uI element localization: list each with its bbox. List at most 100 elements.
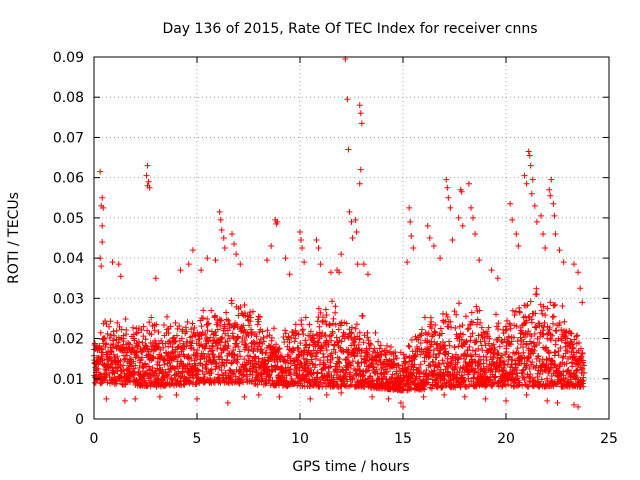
data-point-outlier (503, 397, 509, 404)
data-point (416, 365, 423, 372)
data-point (254, 374, 261, 381)
data-point (549, 313, 556, 320)
data-point (528, 340, 535, 347)
data-point (293, 366, 300, 373)
data-point (325, 341, 332, 348)
y-tick-label: 0.03 (53, 291, 84, 307)
data-point (218, 317, 225, 324)
data-point (134, 341, 141, 348)
data-point (186, 378, 193, 385)
data-point (329, 298, 336, 305)
data-point-outlier (352, 216, 359, 223)
data-point-outlier (276, 393, 283, 400)
data-point-outlier (156, 393, 163, 400)
data-point-outlier (527, 162, 534, 169)
data-point (161, 361, 168, 368)
data-point (437, 366, 444, 373)
data-point (167, 340, 174, 347)
data-point (141, 377, 148, 384)
data-point-outlier (194, 395, 200, 402)
data-point-outlier (117, 273, 124, 280)
data-point (533, 341, 540, 348)
data-point (508, 341, 515, 348)
data-point (433, 383, 440, 390)
data-point-outlier (237, 261, 244, 268)
data-point (499, 352, 506, 359)
data-point (184, 318, 191, 325)
data-point (387, 384, 394, 391)
data-point (241, 362, 248, 369)
data-point (247, 314, 254, 321)
data-point (292, 330, 299, 337)
data-point (388, 375, 395, 382)
data-point-outlier (204, 255, 211, 262)
data-point (316, 323, 323, 330)
data-point (323, 347, 330, 354)
data-point (255, 358, 262, 365)
data-point (403, 353, 410, 360)
data-point-outlier (268, 243, 275, 250)
data-point (427, 362, 434, 369)
data-point-outlier (99, 194, 106, 201)
data-point (509, 307, 516, 314)
data-point (538, 376, 545, 383)
data-point-outlier (507, 200, 514, 207)
data-point (547, 337, 554, 344)
data-point (451, 365, 458, 372)
data-point (580, 383, 587, 390)
y-tick-label: 0.06 (53, 171, 84, 187)
data-point-outlier (364, 271, 371, 278)
data-point (106, 353, 113, 360)
data-point (469, 330, 476, 337)
data-point (182, 324, 189, 331)
data-point (433, 354, 440, 361)
data-point (313, 350, 320, 357)
data-point (205, 338, 212, 345)
data-point (262, 380, 269, 387)
data-point (550, 313, 557, 320)
data-point (172, 319, 179, 326)
data-point-outlier (299, 245, 306, 252)
data-point (523, 317, 530, 324)
data-point (362, 368, 369, 375)
data-point (540, 331, 547, 338)
data-point-outlier (554, 399, 561, 406)
data-point-outlier (327, 269, 334, 276)
data-point (240, 322, 247, 329)
data-point (424, 375, 431, 382)
data-point-outlier (99, 239, 106, 246)
data-point (377, 342, 384, 349)
data-point (255, 318, 262, 325)
data-point (320, 350, 327, 357)
data-point (487, 366, 494, 373)
data-point (560, 353, 567, 360)
data-point (511, 322, 518, 329)
data-point (329, 330, 336, 337)
data-point (256, 313, 263, 320)
data-point-outlier (315, 245, 322, 252)
data-point-outlier (349, 235, 356, 241)
data-point (148, 314, 155, 321)
data-point (513, 323, 520, 330)
data-point (275, 372, 282, 379)
data-point (318, 333, 325, 340)
data-point (103, 340, 110, 347)
data-point (425, 330, 432, 337)
data-point (564, 348, 571, 355)
data-point-outlier (455, 214, 462, 221)
data-point (543, 344, 550, 351)
data-point (110, 351, 117, 358)
data-point-outlier (430, 243, 437, 250)
data-point (538, 364, 545, 371)
data-point (433, 341, 440, 348)
data-point (219, 372, 226, 379)
data-point-outlier (97, 168, 104, 175)
data-point (580, 369, 587, 376)
data-point-outlier (233, 251, 240, 258)
data-point-outlier (221, 245, 228, 252)
data-point (192, 362, 199, 369)
data-point (149, 365, 156, 372)
data-point (568, 330, 575, 337)
data-point (166, 369, 173, 376)
data-point (375, 338, 382, 345)
